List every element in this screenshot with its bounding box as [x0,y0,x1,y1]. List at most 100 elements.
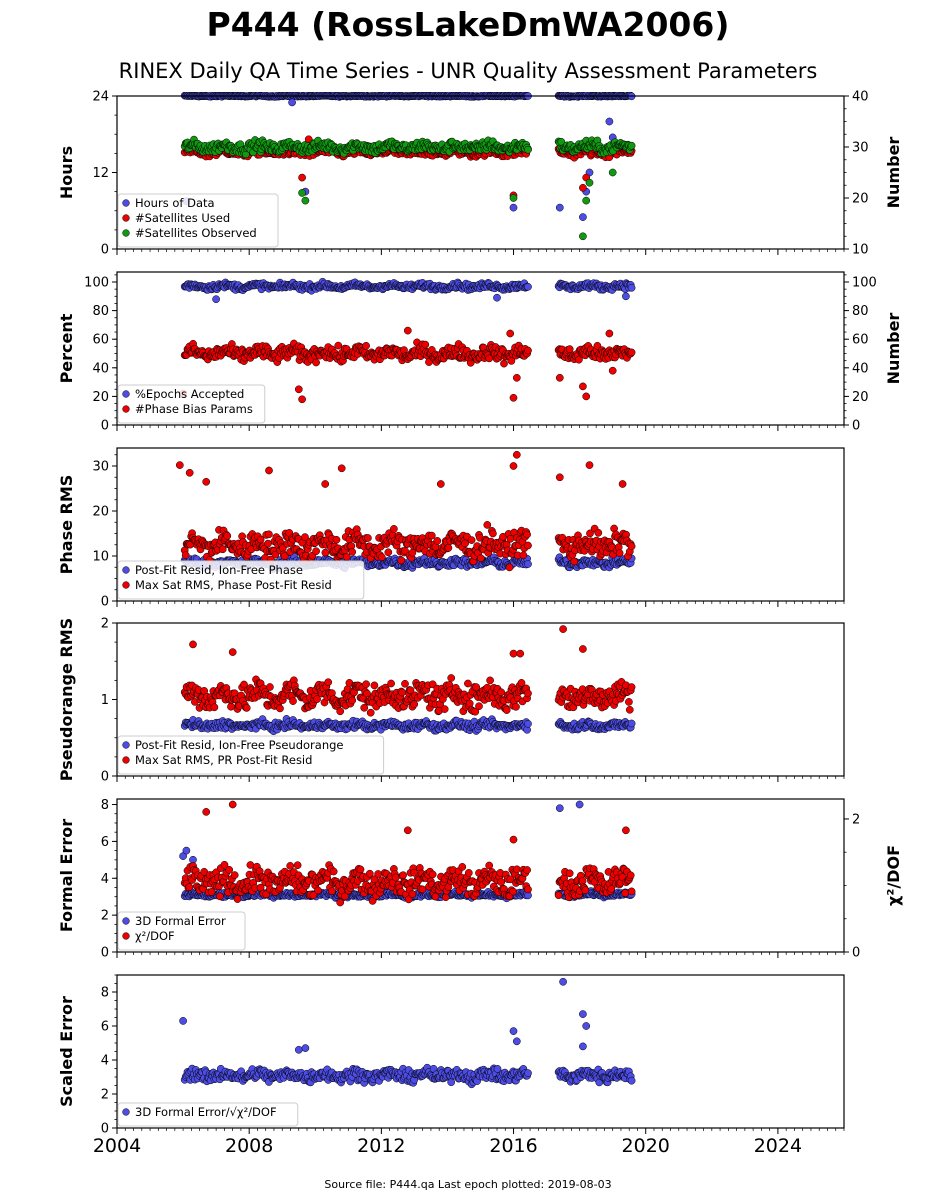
data-point [427,531,436,540]
outlier-point [579,382,587,391]
y-tick-label: 20 [92,505,109,520]
data-point [286,862,295,870]
data-point [364,534,372,542]
outlier-point [608,168,617,177]
outlier-point [301,196,310,205]
y-tick-label: 80 [92,304,109,319]
data-point [408,890,417,898]
y-tick-label: 60 [92,333,109,348]
data-point [336,707,345,716]
outlier-point [509,462,518,470]
data-point [497,688,506,697]
y-tick-label: 30 [92,460,109,475]
data-point [312,547,320,556]
data-point [227,702,235,711]
outlier-point [555,473,564,482]
outlier-point [579,213,587,221]
legend-entry: Post-Fit Resid, Ion-Free Phase [135,563,303,577]
panel-4-markers [180,625,636,736]
legend-entry: Hours of Data [135,196,215,210]
data-point [512,702,520,711]
y-tick-label: 0 [101,595,109,610]
data-point [519,551,528,560]
outlier-point [506,329,515,338]
data-point [627,542,636,551]
data-point [575,355,583,364]
data-point [627,283,636,292]
outlier-point [403,326,412,335]
data-point [472,683,481,691]
data-point [447,674,456,682]
data-point [391,873,400,882]
data-point [615,549,624,557]
y2-tick-label: 80 [852,304,869,319]
y-axis-label: Phase RMS [57,475,76,575]
y2-tick-label: 30 [852,141,869,156]
outlier-point [189,640,197,649]
data-point [366,708,375,717]
data-point [524,282,532,291]
y2-tick-label: 40 [852,361,869,376]
legend-marker [122,199,130,207]
outlier-point [579,645,587,653]
data-point [293,861,302,870]
data-point [464,679,472,688]
outlier-point [512,373,521,382]
y-tick-label: 100 [84,276,109,291]
data-point [428,870,437,879]
data-point [502,706,511,714]
data-point [524,541,532,550]
data-point [476,554,485,563]
data-point [465,699,474,708]
outlier-point [608,366,617,375]
data-point [523,530,531,539]
y2-axis-label: Number [884,313,903,385]
data-point [418,885,427,894]
data-point [524,346,532,355]
data-point [458,863,467,871]
data-point [185,883,194,891]
outlier-point [516,649,525,658]
outlier-point [579,183,587,192]
data-point [398,688,407,697]
data-point [342,553,351,561]
y-tick-label: 40 [92,361,109,376]
y-axis-label: Hours [57,146,76,199]
data-point [433,537,442,545]
y-tick-label: 12 [92,166,109,181]
figure-subtitle: RINEX Daily QA Time Series - UNR Quality… [119,59,818,83]
data-point [332,535,341,544]
data-point [401,679,409,688]
outlier-point [228,648,237,656]
outlier-point [582,392,591,401]
legend: Hours of Data#Satellites Used#Satellites… [117,193,279,248]
y2-tick-label: 100 [852,276,877,291]
data-point [444,544,453,552]
y-tick-label: 0 [101,243,109,258]
data-point [362,341,370,350]
outlier-point [493,293,501,302]
outlier-point [618,480,627,488]
outlier-point [182,846,191,855]
outlier-point [321,480,330,488]
outlier-point [185,468,194,477]
legend-marker [122,566,130,574]
data-point [266,683,274,691]
series-3-2 [175,450,636,572]
data-point [223,532,232,540]
y-tick-label: 0 [101,770,109,785]
y-tick-label: 20 [92,390,109,405]
outlier-point [509,393,518,402]
outlier-point [582,196,591,205]
data-point [314,886,322,895]
series-5-2 [180,800,636,907]
data-point [565,345,574,353]
legend-entry: Max Sat RMS, Phase Post-Fit Resid [135,578,332,592]
data-point [233,895,242,903]
outlier-point [559,625,567,633]
data-point [625,705,634,714]
series-2-1 [180,277,636,304]
outlier-point [298,173,306,182]
legend-entry: Post-Fit Resid, Ion-Free Pseudorange [135,738,343,752]
legend-entry: #Satellites Used [135,211,230,225]
